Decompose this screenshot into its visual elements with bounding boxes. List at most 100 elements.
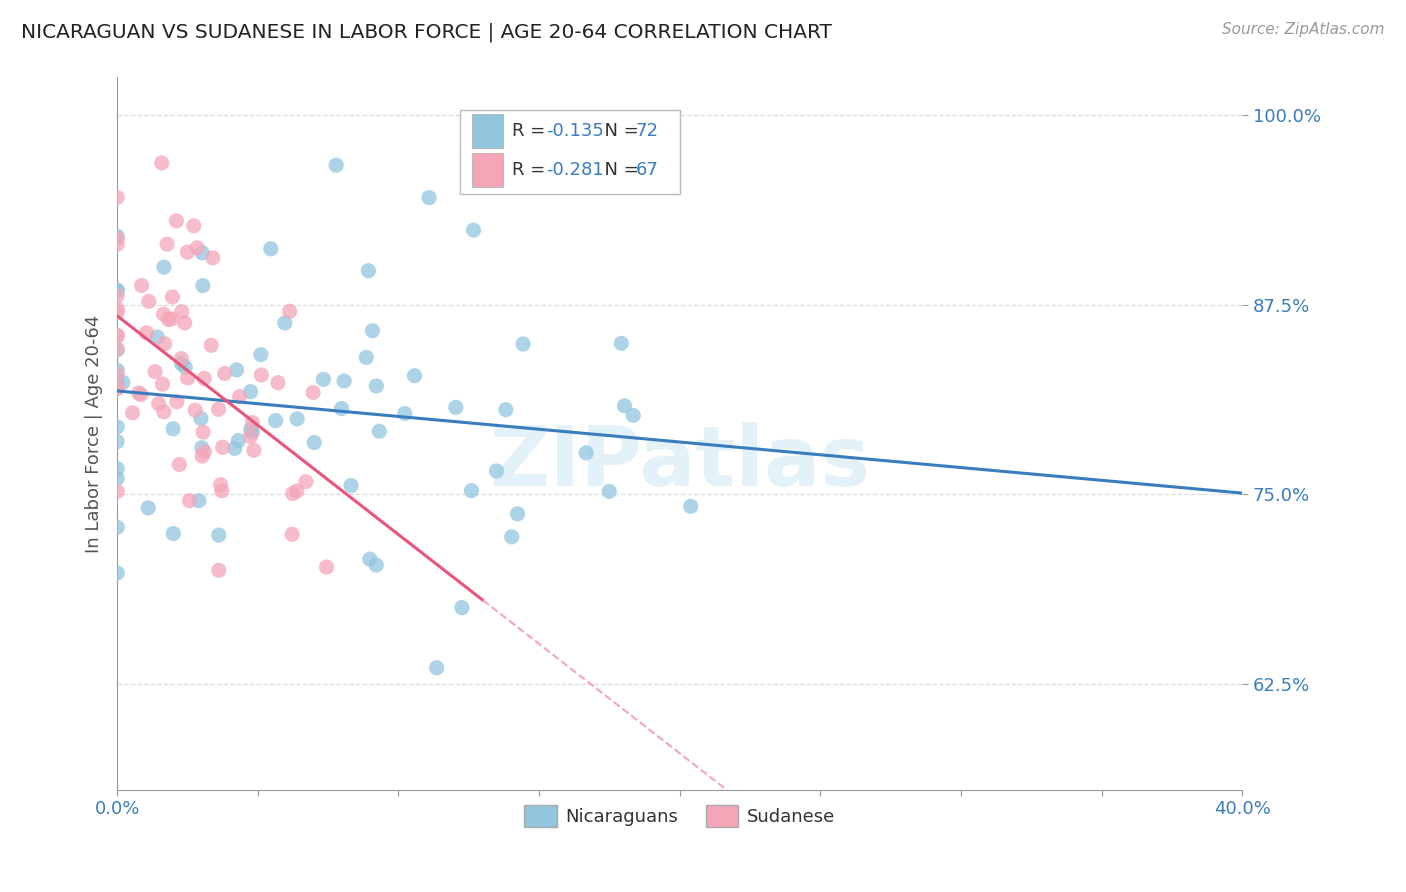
Point — [224, 442, 246, 456]
Point — [160, 312, 183, 326]
Point — [281, 486, 304, 500]
Point — [610, 336, 633, 351]
Point — [208, 528, 231, 542]
Point — [152, 405, 174, 419]
Point — [129, 387, 152, 401]
Point — [512, 337, 534, 351]
Point — [495, 402, 517, 417]
Point — [105, 484, 128, 499]
Point — [105, 363, 128, 377]
FancyBboxPatch shape — [471, 153, 503, 187]
Point — [330, 401, 353, 416]
Point — [242, 416, 264, 430]
Point — [208, 563, 231, 577]
Point — [166, 394, 188, 409]
Point — [451, 600, 474, 615]
Point — [201, 251, 224, 265]
Point — [281, 527, 304, 541]
Point — [228, 434, 250, 448]
Point — [135, 326, 157, 340]
Text: 67: 67 — [636, 161, 659, 179]
Point — [105, 237, 128, 252]
Point — [184, 403, 207, 417]
Point — [105, 368, 128, 382]
Point — [131, 278, 153, 293]
Text: R =: R = — [512, 122, 551, 140]
Point — [162, 290, 184, 304]
Point — [105, 342, 128, 356]
Point — [501, 530, 523, 544]
FancyBboxPatch shape — [471, 114, 503, 148]
Point — [264, 414, 287, 428]
Point — [460, 483, 482, 498]
Point — [105, 377, 128, 392]
Point — [146, 330, 169, 344]
Text: ZIPatlas: ZIPatlas — [489, 422, 870, 503]
Y-axis label: In Labor Force | Age 20-64: In Labor Force | Age 20-64 — [86, 315, 103, 553]
Point — [239, 429, 262, 443]
Point — [302, 385, 325, 400]
Point — [193, 371, 215, 385]
Point — [295, 475, 318, 489]
Point — [191, 449, 214, 463]
Point — [325, 158, 347, 172]
Text: N =: N = — [593, 161, 644, 179]
Point — [105, 329, 128, 343]
Text: R =: R = — [512, 161, 551, 179]
Point — [105, 520, 128, 534]
Point — [105, 420, 128, 434]
Point — [105, 283, 128, 297]
Point — [209, 477, 232, 491]
Point — [111, 376, 134, 390]
Point — [105, 229, 128, 244]
Point — [179, 493, 201, 508]
Point — [121, 406, 143, 420]
Point — [463, 223, 485, 237]
Point — [105, 190, 128, 204]
Point — [267, 376, 290, 390]
Point — [105, 380, 128, 394]
Point — [444, 401, 467, 415]
Point — [105, 566, 128, 580]
Text: NICARAGUAN VS SUDANESE IN LABOR FORCE | AGE 20-64 CORRELATION CHART: NICARAGUAN VS SUDANESE IN LABOR FORCE | … — [21, 22, 832, 42]
Point — [128, 386, 150, 401]
Point — [176, 245, 198, 260]
Point — [679, 500, 702, 514]
Text: -0.135: -0.135 — [546, 122, 603, 140]
Point — [356, 351, 378, 365]
Point — [105, 380, 128, 394]
Legend: Nicaraguans, Sudanese: Nicaraguans, Sudanese — [517, 797, 842, 834]
Point — [366, 558, 388, 573]
Point — [152, 307, 174, 321]
Point — [150, 156, 173, 170]
Point — [170, 304, 193, 318]
Point — [315, 560, 337, 574]
Point — [105, 375, 128, 389]
Point — [613, 399, 636, 413]
Point — [105, 343, 128, 357]
Point — [190, 411, 212, 425]
Point — [165, 214, 187, 228]
Point — [191, 246, 214, 260]
Text: Source: ZipAtlas.com: Source: ZipAtlas.com — [1222, 22, 1385, 37]
Point — [250, 368, 273, 382]
Point — [176, 371, 198, 385]
Point — [366, 379, 388, 393]
Point — [162, 526, 184, 541]
Point — [340, 478, 363, 492]
Point — [105, 284, 128, 298]
Point — [191, 425, 214, 439]
Point — [186, 241, 208, 255]
Point — [214, 367, 236, 381]
Point — [285, 412, 308, 426]
Point — [174, 360, 197, 375]
Point — [274, 316, 297, 330]
Point — [170, 351, 193, 366]
Point — [621, 409, 644, 423]
Point — [368, 424, 391, 438]
Point — [153, 260, 176, 275]
Point — [173, 316, 195, 330]
Point — [191, 278, 214, 293]
Point — [211, 440, 233, 454]
Point — [242, 425, 264, 440]
